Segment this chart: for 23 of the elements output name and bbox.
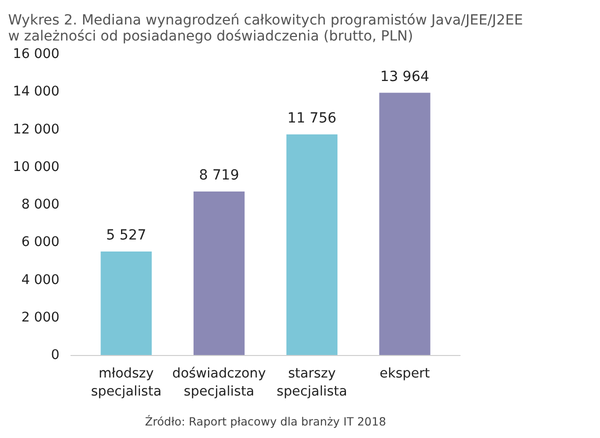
y-tick-label: 16 000 [12,47,60,62]
data-label: 5 527 [106,228,146,244]
chart-title: Wykres 2. Mediana wynagrodzeń całkowitych programistów Java/JEE/J2EE w zależności od posiadanego doświadczenia (brutto, PLN) [8,12,523,44]
x-tick-label: starszy specjalista [276,366,348,400]
y-tick-label: 10 000 [12,160,60,175]
text: Źródło: Raport płacowy dla branży IT 2018 [144,414,386,428]
data-label: 8 719 [199,167,240,184]
y-tick-label: 2 000 [21,310,60,326]
bar [194,191,245,356]
y-tick-label: 6 000 [21,235,60,250]
bar [379,92,430,356]
y-tick-label: 14 000 [12,84,60,100]
y-tick-label: 4 000 [21,272,60,288]
bar [100,252,152,356]
x-tick-label: młodszy specjalista [90,366,162,400]
data-label: 13 964 [380,68,430,85]
x-tick-label: ekspert [380,366,430,382]
bar [286,134,338,356]
data-label: 11 756 [287,110,337,126]
y-tick-label: 0 [51,348,60,363]
x-tick-label: doświadczony specjalista [172,366,266,400]
y-tick-label: 12 000 [12,122,60,138]
y-tick-label: 8 000 [21,198,60,212]
